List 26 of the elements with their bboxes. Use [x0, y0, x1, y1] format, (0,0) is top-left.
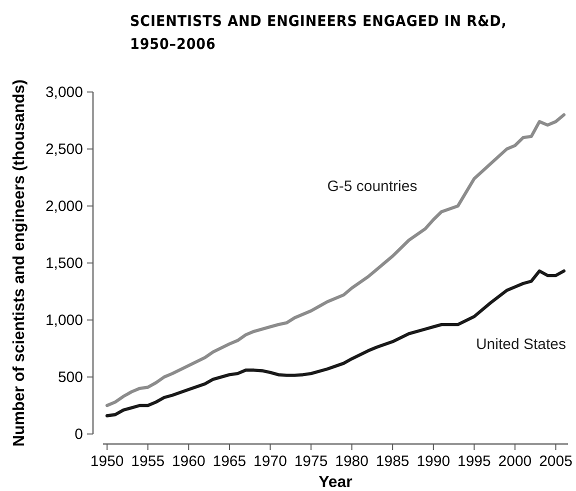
x-tick-label: 1950	[90, 453, 124, 470]
y-tick-label: 0	[74, 426, 83, 443]
x-tick-label: 1960	[172, 453, 206, 470]
chart-title: SCIENTISTS AND ENGINEERS ENGAGED IN R&D, 1950–2006	[130, 13, 507, 54]
y-tick-label: 500	[58, 369, 83, 386]
y-axis-title: Number of scientists and engineers (thousands)	[11, 79, 28, 447]
y-tick-label: 1,500	[45, 255, 83, 272]
x-tick-label: 1985	[376, 453, 410, 470]
x-tick-label: 1975	[294, 453, 328, 470]
x-tick-label: 2005	[539, 453, 572, 470]
y-tick-label: 1,000	[45, 312, 83, 329]
line-series	[105, 269, 566, 418]
x-tick-label: 1980	[335, 453, 369, 470]
x-tick-label: 1970	[254, 453, 287, 470]
x-tick-label: 1990	[416, 453, 450, 470]
series-label: United States	[476, 336, 566, 353]
x-tick-label: 1965	[212, 453, 246, 470]
x-tick-label: 1955	[131, 453, 165, 470]
y-tick-label: 2,500	[45, 141, 83, 158]
y-tick-label: 3,000	[45, 84, 83, 101]
x-axis-title: Year	[318, 474, 352, 491]
y-tick-label: 2,000	[45, 198, 83, 215]
x-tick-label: 2000	[498, 453, 532, 470]
line-series	[105, 113, 566, 408]
series-label: G-5 countries	[327, 178, 418, 195]
x-tick-label: 1995	[457, 453, 491, 470]
